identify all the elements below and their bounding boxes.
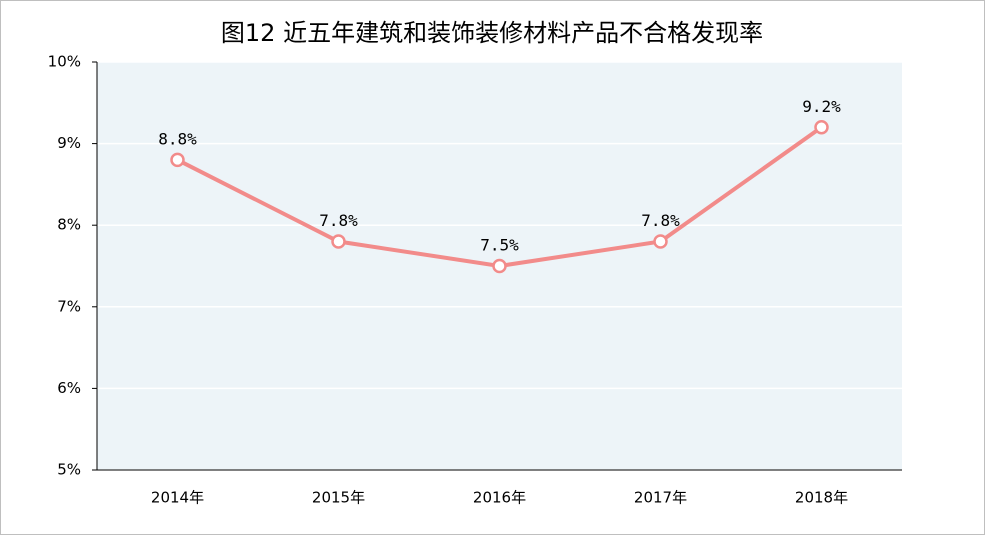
marker (653, 234, 668, 249)
chart-title: 图12 近五年建筑和装饰装修材料产品不合格发现率 (221, 19, 763, 47)
y-tick-label: 6% (57, 379, 81, 397)
marker (331, 234, 346, 249)
data-label: 7.8% (641, 211, 680, 230)
marker (814, 120, 829, 135)
y-tick-label: 9% (57, 134, 81, 152)
y-tick-label: 8% (57, 216, 81, 234)
x-tick-label: 2015年 (312, 489, 365, 507)
x-tick-label: 2018年 (795, 489, 848, 507)
marker (492, 258, 507, 274)
y-tick-label: 5% (57, 461, 81, 479)
marker (170, 152, 185, 168)
x-tick-label: 2017年 (634, 489, 687, 507)
data-label: 7.8% (319, 211, 358, 230)
data-label: 8.8% (158, 129, 197, 148)
x-tick-label: 2016年 (473, 489, 526, 507)
data-label: 9.2% (802, 97, 841, 116)
data-label: 7.5% (480, 236, 519, 255)
y-tick-label: 7% (57, 297, 81, 315)
y-tick-label: 10% (48, 53, 81, 71)
x-tick-label: 2014年 (151, 489, 204, 507)
